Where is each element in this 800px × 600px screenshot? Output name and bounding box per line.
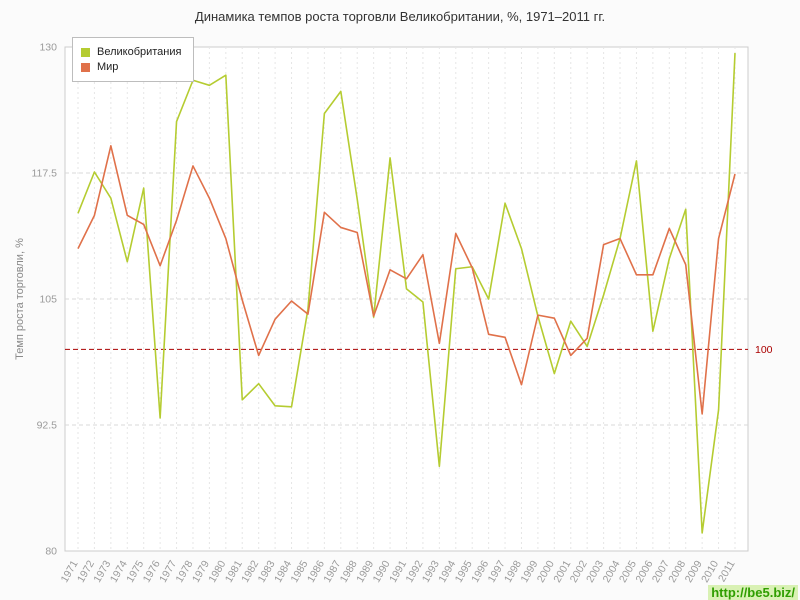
legend-label: Мир — [97, 61, 119, 73]
reference-line-label: 100 — [755, 344, 773, 356]
legend-swatch-icon — [81, 47, 90, 57]
series-line-uk — [77, 53, 736, 534]
y-tick-label: 80 — [45, 546, 57, 558]
legend-label: Великобритания — [97, 46, 182, 58]
legend-swatch-icon — [81, 62, 90, 72]
chart-title: Динамика темпов роста торговли Великобри… — [194, 9, 606, 24]
y-tick-label: 105 — [39, 294, 57, 306]
legend-item: Мир — [81, 61, 181, 73]
y-tick-label: 117.5 — [32, 168, 58, 180]
series-line-world — [77, 144, 736, 415]
watermark-link[interactable]: http://be5.biz/ — [708, 585, 798, 600]
x-tick-label: 2011 — [716, 558, 738, 584]
y-tick-label: 92.5 — [37, 420, 58, 432]
y-tick-label: 130 — [39, 42, 57, 54]
legend-item: Великобритания — [81, 46, 181, 58]
plot-area: 8092.5105117.513019711972197319741975197… — [32, 42, 773, 585]
x-tick-label: 2010 — [699, 558, 721, 584]
legend: Великобритания Мир — [72, 37, 195, 82]
